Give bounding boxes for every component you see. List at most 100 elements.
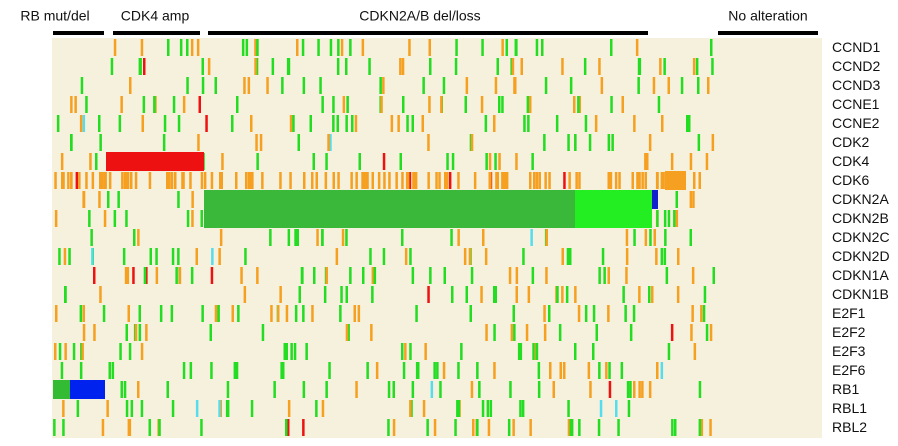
- alteration-tick: [442, 77, 446, 94]
- alteration-tick: [520, 58, 523, 75]
- alteration-tick: [501, 39, 504, 56]
- alteration-tick: [566, 248, 570, 265]
- alteration-tick: [163, 115, 167, 132]
- alteration-tick: [543, 305, 546, 322]
- alteration-tick: [85, 172, 88, 189]
- alteration-tick: [382, 77, 385, 94]
- alteration-tick: [412, 172, 415, 189]
- alteration-tick: [428, 39, 431, 56]
- alteration-tick: [664, 229, 667, 246]
- alteration-tick: [354, 115, 358, 132]
- alteration-tick: [561, 286, 564, 303]
- alteration-tick: [174, 172, 177, 189]
- alteration-tick: [487, 419, 491, 436]
- alteration-tick: [676, 286, 680, 303]
- alteration-tick: [130, 172, 133, 189]
- alteration-tick: [493, 362, 496, 379]
- alteration-tick: [697, 77, 700, 94]
- alteration-tick: [241, 39, 245, 56]
- alteration-tick: [293, 343, 297, 360]
- rb1-mut-block: [70, 380, 105, 399]
- alteration-tick: [261, 172, 264, 189]
- alteration-tick: [287, 419, 290, 436]
- alteration-tick: [133, 229, 136, 246]
- alteration-tick: [610, 39, 613, 56]
- alteration-tick: [301, 267, 304, 284]
- alteration-tick: [700, 305, 703, 322]
- alteration-tick: [324, 172, 328, 189]
- alteration-tick: [496, 58, 499, 75]
- alteration-tick: [513, 324, 516, 341]
- alteration-tick: [309, 115, 312, 132]
- alteration-tick: [463, 248, 467, 265]
- alteration-tick: [347, 324, 350, 341]
- alteration-tick: [457, 362, 460, 379]
- alteration-tick: [392, 381, 395, 398]
- alteration-tick: [111, 362, 115, 379]
- alteration-tick: [515, 267, 519, 284]
- alteration-tick: [426, 419, 429, 436]
- alteration-tick: [210, 267, 214, 284]
- alteration-tick: [361, 172, 364, 189]
- alteration-tick: [345, 324, 349, 341]
- alteration-tick: [711, 58, 714, 75]
- alteration-tick: [148, 419, 151, 436]
- alteration-tick: [633, 381, 636, 398]
- gene-label: CDKN2A: [832, 191, 889, 207]
- alteration-tick: [70, 172, 73, 189]
- alteration-tick: [476, 362, 479, 379]
- alteration-tick: [691, 267, 695, 284]
- alteration-tick: [200, 172, 204, 189]
- alteration-tick: [266, 77, 269, 94]
- alteration-tick: [316, 229, 319, 246]
- alteration-tick: [355, 381, 358, 398]
- alteration-tick: [691, 305, 694, 322]
- alteration-tick: [235, 172, 238, 189]
- alteration-tick: [584, 305, 588, 322]
- alteration-tick: [95, 153, 98, 170]
- alteration-tick: [82, 115, 86, 132]
- alteration-tick: [82, 324, 86, 341]
- alteration-tick: [140, 400, 144, 417]
- gene-label: E2F3: [832, 343, 866, 359]
- alteration-tick: [428, 96, 431, 113]
- alteration-tick: [457, 229, 460, 246]
- alteration-tick: [134, 172, 138, 189]
- alteration-tick: [82, 191, 86, 208]
- alteration-tick: [424, 343, 427, 360]
- alteration-tick: [301, 39, 305, 56]
- alteration-tick: [68, 248, 71, 265]
- alteration-tick: [214, 305, 218, 322]
- alteration-tick: [648, 286, 651, 303]
- gene-label: RB1: [832, 381, 859, 397]
- alteration-tick: [675, 191, 678, 208]
- alteration-tick: [595, 324, 598, 341]
- alteration-tick: [168, 172, 171, 189]
- alteration-tick: [219, 172, 222, 189]
- alteration-tick: [569, 77, 573, 94]
- alteration-tick: [191, 210, 194, 227]
- alteration-tick: [302, 419, 305, 436]
- alteration-tick: [329, 39, 333, 56]
- alteration-tick: [522, 248, 525, 265]
- alteration-tick: [380, 96, 383, 113]
- alteration-tick: [120, 381, 123, 398]
- alteration-tick: [123, 172, 127, 189]
- alteration-tick: [200, 210, 203, 227]
- alteration-tick: [533, 172, 536, 189]
- alteration-tick: [371, 286, 374, 303]
- alteration-tick: [567, 419, 571, 436]
- alteration-tick: [289, 115, 293, 132]
- alteration-tick: [321, 229, 324, 246]
- alteration-tick: [510, 58, 513, 75]
- alteration-tick: [570, 419, 574, 436]
- alteration-tick: [411, 381, 415, 398]
- alteration-tick: [411, 115, 414, 132]
- alteration-tick: [535, 39, 539, 56]
- alteration-tick: [245, 39, 249, 56]
- alteration-tick: [297, 134, 300, 151]
- alteration-tick: [404, 343, 407, 360]
- alteration-tick: [323, 286, 327, 303]
- alteration-tick: [179, 39, 183, 56]
- alteration-tick: [54, 343, 57, 360]
